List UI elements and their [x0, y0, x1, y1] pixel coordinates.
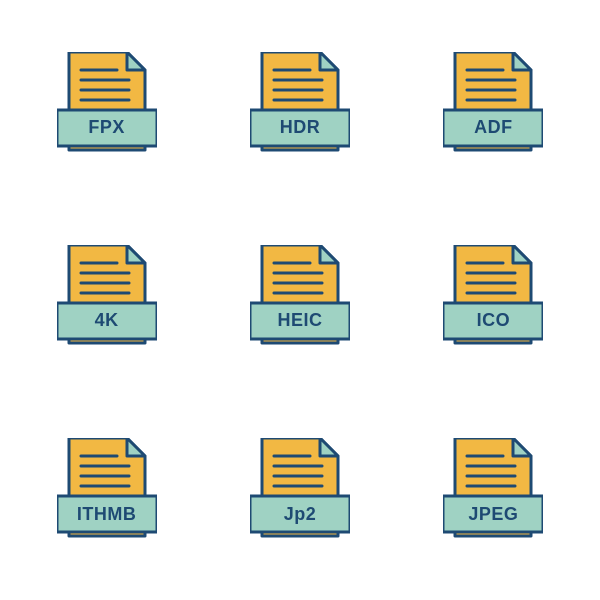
- file-label-text: JPEG: [468, 504, 518, 525]
- file-label-box: ITHMB: [57, 496, 157, 532]
- file-label-text: 4K: [95, 310, 119, 331]
- file-label-box: 4K: [57, 303, 157, 339]
- file-icon-grid: FPX HDR ADF 4K HEIC ICO ITHMB: [0, 0, 600, 600]
- jpeg-file-icon: JPEG: [443, 438, 543, 548]
- adf-file-icon: ADF: [443, 52, 543, 162]
- heic-file-icon: HEIC: [250, 245, 350, 355]
- file-label-box: HEIC: [250, 303, 350, 339]
- file-label-text: HDR: [280, 117, 321, 138]
- file-label-box: ADF: [443, 110, 543, 146]
- fourk-file-icon: 4K: [57, 245, 157, 355]
- file-label-box: Jp2: [250, 496, 350, 532]
- file-label-box: FPX: [57, 110, 157, 146]
- ithmb-file-icon: ITHMB: [57, 438, 157, 548]
- file-label-text: Jp2: [284, 504, 317, 525]
- fpx-file-icon: FPX: [57, 52, 157, 162]
- file-label-box: ICO: [443, 303, 543, 339]
- file-label-box: HDR: [250, 110, 350, 146]
- file-label-text: ITHMB: [77, 504, 137, 525]
- file-label-text: HEIC: [277, 310, 322, 331]
- file-label-text: ICO: [477, 310, 511, 331]
- ico-file-icon: ICO: [443, 245, 543, 355]
- hdr-file-icon: HDR: [250, 52, 350, 162]
- file-label-text: FPX: [88, 117, 125, 138]
- file-label-box: JPEG: [443, 496, 543, 532]
- jp2-file-icon: Jp2: [250, 438, 350, 548]
- file-label-text: ADF: [474, 117, 513, 138]
